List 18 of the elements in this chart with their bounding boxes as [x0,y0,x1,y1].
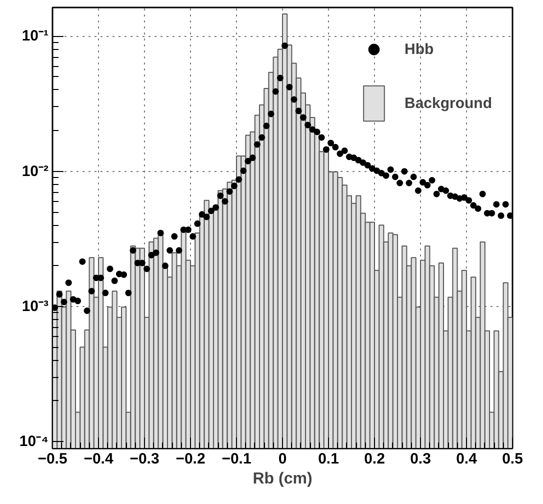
x-tick-label: 0.5 [502,450,523,468]
x-tick-label: 0.3 [410,450,431,468]
x-tick-label: 0 [278,450,287,468]
y-tick-label: 10⁻² [22,162,49,180]
y-tick-label: 10⁻⁴ [19,433,49,450]
x-tick-label: 0.1 [318,450,339,468]
legend-label: Background [404,94,492,112]
x-tick-label: 0.4 [456,450,478,468]
x-tick-label: −0.1 [222,450,252,468]
x-tick-label: −0.3 [130,450,160,468]
x-tick-label: −0.2 [176,450,206,468]
x-axis-title: Rb (cm) [252,470,312,488]
y-tick-label: 10⁻¹ [22,28,49,45]
y-tick-label: 10⁻³ [22,298,49,315]
x-tick-label: −0.5 [38,450,68,468]
x-tick-label: 0.2 [364,450,385,468]
legend-label: Hbb [404,40,434,58]
x-tick-label: −0.4 [84,450,114,468]
